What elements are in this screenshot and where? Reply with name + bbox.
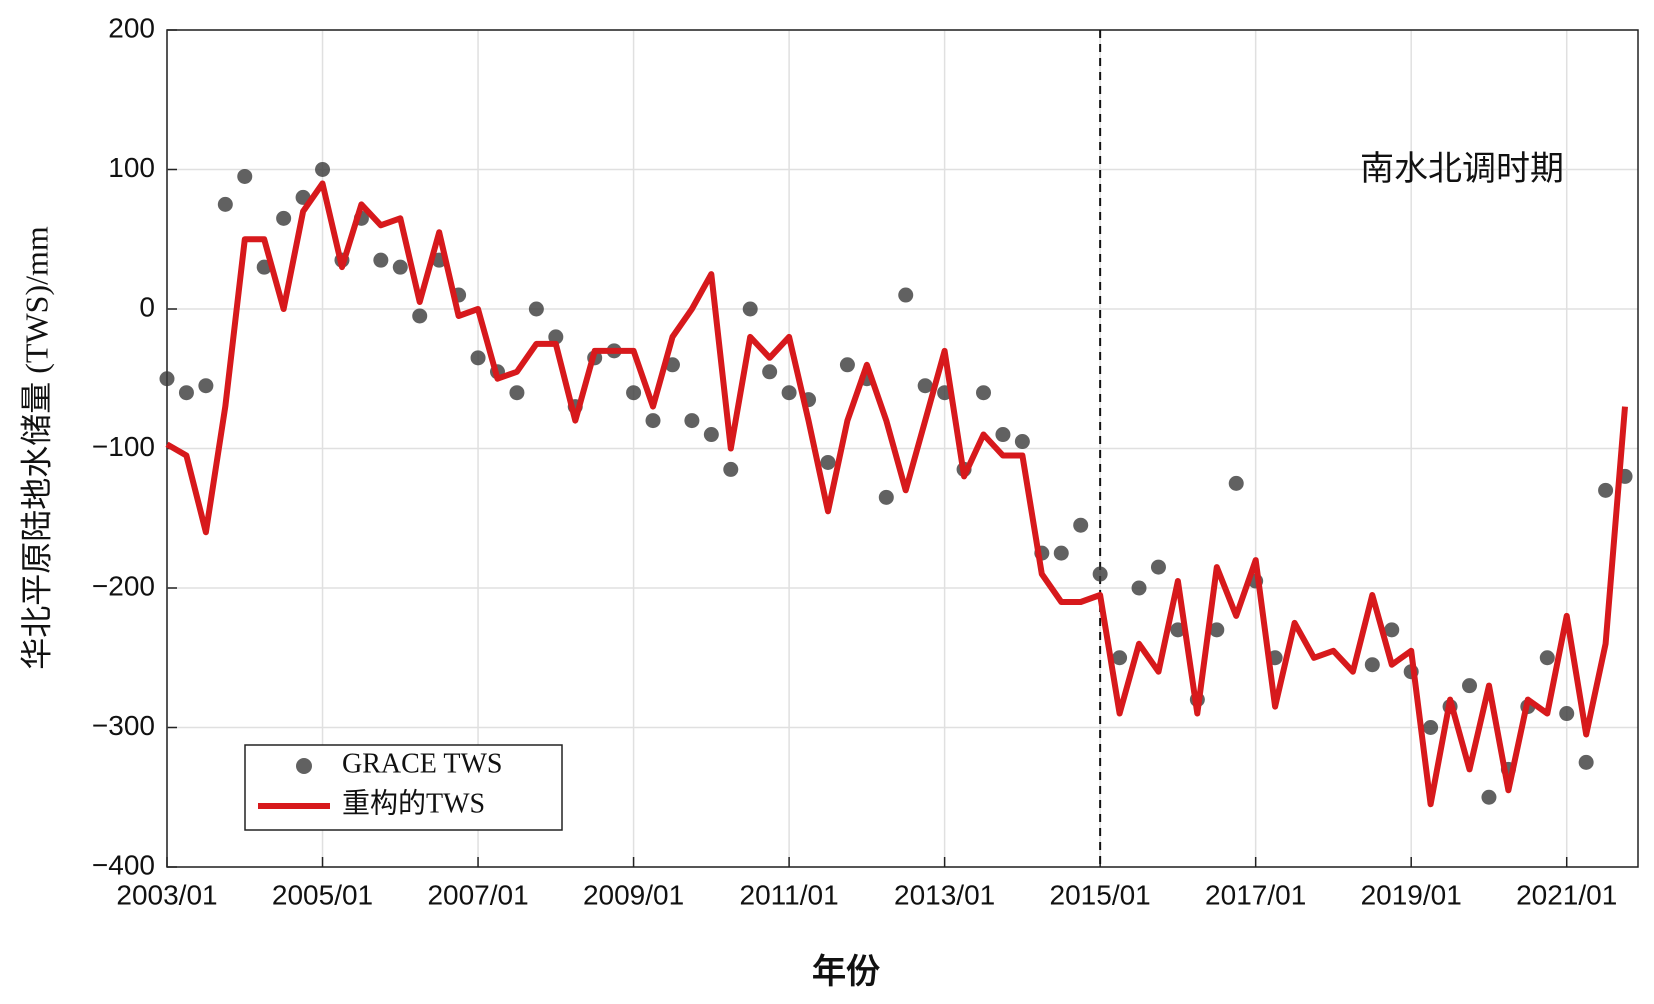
grace-point xyxy=(178,385,194,401)
grace-point xyxy=(548,329,564,345)
grace-point xyxy=(820,454,836,470)
grace-point xyxy=(470,350,486,366)
grace-point xyxy=(781,385,797,401)
y-tick-label: −200 xyxy=(92,570,155,601)
grace-point xyxy=(198,378,214,394)
grace-point xyxy=(703,427,719,443)
grace-point xyxy=(1131,580,1147,596)
grace-point xyxy=(1073,517,1089,533)
grace-point xyxy=(1228,475,1244,491)
grace-point xyxy=(1598,482,1614,498)
grace-point xyxy=(159,371,175,387)
y-tick-label: 0 xyxy=(139,291,155,322)
legend: GRACE TWS 重构的TWS xyxy=(244,744,563,831)
legend-label: 重构的TWS xyxy=(342,787,485,819)
x-tick-label: 2013/01 xyxy=(894,879,995,910)
grace-point xyxy=(839,357,855,373)
y-tick-label: 100 xyxy=(108,152,155,183)
plot-frame xyxy=(166,29,1639,868)
grace-point xyxy=(1150,559,1166,575)
grace-point xyxy=(217,196,233,212)
grace-point xyxy=(684,413,700,429)
x-tick-label: 2007/01 xyxy=(427,879,528,910)
grace-point xyxy=(645,413,661,429)
x-tick-label: 2009/01 xyxy=(583,879,684,910)
grace-point xyxy=(878,489,894,505)
grace-point xyxy=(1578,754,1594,770)
grace-point xyxy=(1209,622,1225,638)
grace-point xyxy=(412,308,428,324)
grace-point xyxy=(976,385,992,401)
x-axis-label: 年份 xyxy=(812,953,880,991)
grace-point xyxy=(509,385,525,401)
grace-point xyxy=(1384,622,1400,638)
grace-point xyxy=(995,427,1011,443)
grace-point xyxy=(1462,678,1478,694)
y-tick-label: −100 xyxy=(92,431,155,462)
reconstructed-line xyxy=(165,180,1628,808)
grace-point xyxy=(1053,545,1069,561)
x-tick-label: 2015/01 xyxy=(1050,879,1151,910)
x-tick-label: 2011/01 xyxy=(740,879,839,910)
x-tick-label: 2019/01 xyxy=(1361,879,1462,910)
grace-point xyxy=(1014,434,1030,450)
grace-point xyxy=(276,210,292,226)
x-tick-label: 2003/01 xyxy=(116,879,217,910)
x-tick-label: 2017/01 xyxy=(1205,879,1306,910)
grace-point xyxy=(898,287,914,303)
grace-point xyxy=(742,301,758,317)
grace-point xyxy=(237,168,253,184)
grace-point xyxy=(392,259,408,275)
grace-point xyxy=(1559,706,1575,722)
grace-point xyxy=(315,162,331,177)
grace-point xyxy=(1539,650,1555,666)
grace-point xyxy=(1423,720,1439,735)
y-tick-label: −300 xyxy=(92,710,155,741)
legend-box xyxy=(244,744,563,831)
legend-marker xyxy=(296,758,312,774)
grace-point xyxy=(1112,650,1128,666)
x-tick-label: 2005/01 xyxy=(272,879,373,910)
grace-point xyxy=(626,385,642,401)
grace-point xyxy=(373,252,389,268)
grace-point xyxy=(917,378,933,394)
legend-label: GRACE TWS xyxy=(342,748,503,779)
y-tick-label: 200 xyxy=(108,12,155,43)
grace-point xyxy=(1481,789,1497,805)
y-axis-label: 华北平原陆地水储量 (TWS)/mm xyxy=(18,226,54,670)
grace-point xyxy=(1364,657,1380,673)
grace-point xyxy=(528,301,544,317)
grace-point xyxy=(723,461,739,477)
grace-point xyxy=(1092,566,1108,582)
y-tick-label: −400 xyxy=(92,849,155,880)
x-tick-label: 2021/01 xyxy=(1516,879,1617,910)
grace-point xyxy=(762,364,778,380)
annotation: 南水北调时期 xyxy=(1360,150,1564,188)
